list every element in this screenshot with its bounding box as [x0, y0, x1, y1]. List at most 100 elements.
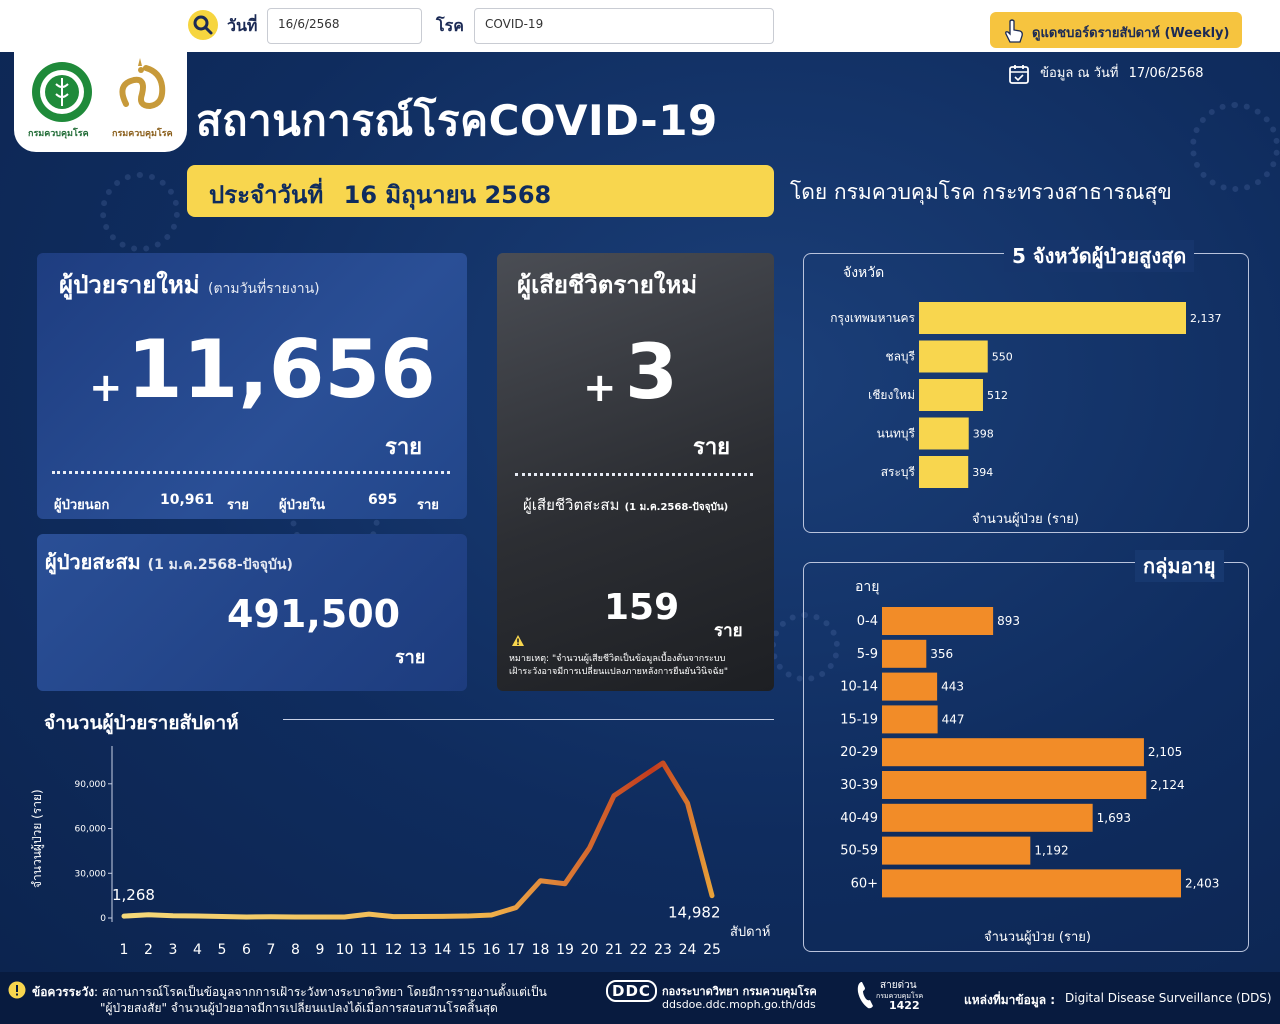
data-point[interactable]	[710, 894, 714, 898]
new-cases-value: 11,656	[127, 323, 436, 416]
data-point[interactable]	[465, 914, 469, 918]
ddc-name: กองระบาดวิทยา กรมควบคุมโรค	[662, 985, 817, 998]
data-point[interactable]	[343, 915, 347, 919]
disease-filter-select[interactable]: COVID-19	[474, 8, 774, 44]
data-point[interactable]	[220, 915, 224, 919]
calendar-icon	[1009, 64, 1029, 84]
data-point[interactable]	[196, 914, 200, 918]
weekly-title-rule	[283, 719, 774, 720]
new-deaths-title: ผู้เสียชีวิตรายใหม่	[517, 271, 698, 299]
data-point[interactable]	[661, 761, 665, 765]
x-tick-label: 23	[654, 942, 672, 958]
new-cases-card: ผู้ป่วยรายใหม่ (ตามวันที่รายงาน) + 11,65…	[37, 253, 467, 519]
data-point[interactable]	[514, 906, 518, 910]
bar[interactable]	[882, 771, 1147, 799]
bar[interactable]	[919, 379, 983, 411]
new-cases-title-text: ผู้ป่วยรายใหม่	[59, 271, 200, 299]
bar[interactable]	[882, 672, 938, 701]
data-point[interactable]	[392, 915, 396, 919]
asof-label: ข้อมูล ณ วันที่	[1040, 66, 1119, 81]
cum-deaths-subtitle: (1 ม.ค.2568-ปัจจุบัน)	[624, 502, 729, 513]
bar[interactable]	[919, 340, 988, 373]
category-label: 0-4	[857, 614, 878, 629]
phone-icon	[857, 982, 873, 1009]
outpatient-value: 10,961	[160, 492, 215, 508]
source-value: Digital Disease Surveillance (DDS)	[1065, 991, 1272, 1005]
x-tick-label: 21	[605, 942, 623, 958]
new-cases-subtitle: (ตามวันที่รายงาน)	[207, 281, 320, 297]
category-label: สระบุรี	[881, 465, 916, 480]
asof-date: 17/06/2568	[1128, 66, 1204, 81]
bar[interactable]	[882, 639, 927, 668]
bar-value-label: 443	[941, 680, 964, 694]
bar[interactable]	[919, 417, 969, 450]
footer: ข้อควรระวัง : สถานการณ์โรคเป็นข้อมูลจากก…	[0, 972, 1280, 1024]
inpatient-label: ผู้ป่วยใน	[279, 498, 326, 513]
warning-icon	[512, 635, 524, 646]
data-point[interactable]	[637, 777, 641, 781]
deaths-note-line1: หมายเหตุ: "จำนวนผู้เสียชีวิตเป็นข้อมูลเบ…	[509, 654, 726, 664]
virus-decoration	[1190, 102, 1280, 192]
x-tick-label: 1	[120, 942, 129, 958]
ddc-url[interactable]: ddsdoe.ddc.moph.go.th/dds	[662, 998, 816, 1011]
province-x-axis-label: จำนวนผู้ป่วย (ราย)	[972, 512, 1079, 527]
bar-value-label: 512	[987, 389, 1008, 402]
bar-value-label: 2,403	[1185, 876, 1219, 890]
weekly-cases-line[interactable]	[121, 760, 715, 920]
data-point[interactable]	[269, 915, 273, 919]
warning-line1: : สถานการณ์โรคเป็นข้อมูลจากการเฝ้าระวังท…	[94, 985, 547, 999]
warning-label: ข้อควรระวัง	[32, 985, 95, 999]
x-tick-label: 16	[483, 942, 501, 958]
weekly-dashboard-button[interactable]: ดูแดชบอร์ดรายสัปดาห์ (Weekly)	[990, 12, 1242, 48]
x-tick-label: 24	[679, 942, 697, 958]
x-tick-label: 7	[267, 942, 276, 958]
bar[interactable]	[882, 607, 994, 635]
data-point[interactable]	[686, 801, 690, 805]
x-tick-label: 15	[458, 942, 476, 958]
data-point[interactable]	[294, 915, 298, 919]
filter-bar: วันที่ 16/6/2568 โรค COVID-19 ดูแดชบอร์ด…	[0, 0, 1280, 52]
x-tick-label: 5	[218, 942, 227, 958]
x-tick-label: 17	[507, 942, 525, 958]
anniversary-emblem-logo	[119, 58, 166, 110]
data-point[interactable]	[539, 879, 543, 883]
data-point[interactable]	[612, 794, 616, 798]
top-provinces-chart: กรุงเทพมหานคร 2,137 ชลบุรี 550 เชียงใหม่ 512 น…	[830, 302, 1222, 488]
x-tick-label: 6	[242, 942, 251, 958]
bar[interactable]	[882, 869, 1181, 898]
data-point[interactable]	[441, 914, 445, 918]
bar[interactable]	[882, 705, 938, 734]
bar[interactable]	[919, 456, 969, 488]
data-point[interactable]	[245, 915, 249, 919]
age-group-title: กลุ่มอายุ	[1135, 550, 1224, 582]
x-tick-label: 12	[385, 942, 403, 958]
data-point[interactable]	[171, 914, 175, 918]
y-tick-label: 0	[100, 914, 106, 924]
new-cases-unit: ราย	[385, 435, 423, 460]
bar-value-label: 2,105	[1148, 745, 1182, 759]
bar[interactable]	[882, 836, 1031, 865]
data-point[interactable]	[416, 915, 420, 919]
bar[interactable]	[882, 803, 1093, 832]
date-filter-input[interactable]: 16/6/2568	[267, 8, 422, 44]
search-button[interactable]	[188, 10, 218, 40]
cum-deaths-value: 159	[604, 587, 680, 628]
age-axis-label: อายุ	[855, 579, 880, 595]
cumulative-cases-card: ผู้ป่วยสะสม (1 ม.ค.2568-ปัจจุบัน) 491,50…	[37, 534, 467, 691]
new-cases-plus: +	[89, 365, 123, 411]
hotline-number: 1422	[889, 999, 920, 1012]
bar-value-label: 2,137	[1190, 312, 1222, 325]
data-point[interactable]	[147, 913, 151, 917]
x-tick-label: 20	[581, 942, 599, 958]
data-point[interactable]	[490, 913, 494, 917]
bar-value-label: 394	[972, 466, 993, 479]
bar[interactable]	[919, 302, 1186, 334]
data-point[interactable]	[318, 915, 322, 919]
bar[interactable]	[882, 738, 1144, 767]
data-point[interactable]	[588, 846, 592, 850]
virus-decoration	[100, 172, 180, 252]
data-point[interactable]	[122, 914, 126, 918]
hotline-label: สายด่วน	[880, 980, 917, 991]
data-point[interactable]	[367, 912, 371, 916]
data-point[interactable]	[563, 882, 567, 886]
